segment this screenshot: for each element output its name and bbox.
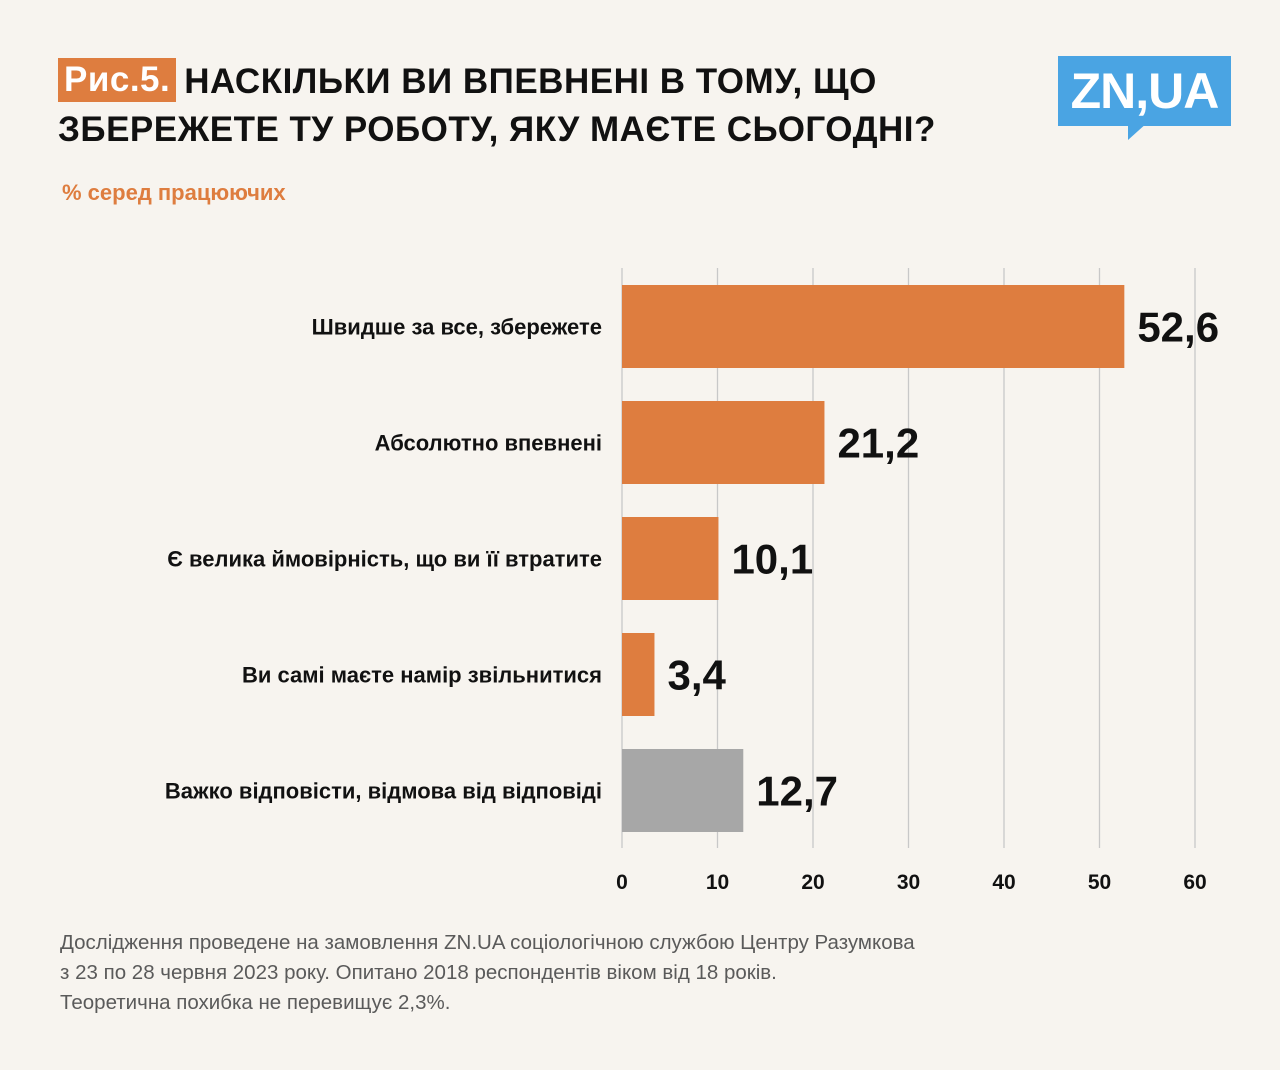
category-label: Є велика ймовірність, що ви її втратите [167,547,602,572]
value-label: 12,7 [756,768,838,815]
title-text-1: НАСКІЛЬКИ ВИ ВПЕВНЕНІ В ТОМУ, ЩО [184,62,877,101]
x-tick-label: 0 [616,871,628,894]
logo-speech-tail [1128,122,1148,140]
zn-ua-logo: ZN,UA [1058,56,1231,140]
bar [622,749,744,832]
value-label: 21,2 [837,420,919,467]
x-tick-label: 60 [1183,871,1206,894]
category-label: Швидше за все, збережете [312,315,602,340]
category-label: Важко відповісти, відмова від відповіді [165,779,602,804]
footer-line-3: Теоретична похибка не перевищує 2,3%. [60,991,451,1014]
x-tick-label: 20 [801,871,824,894]
category-label: Ви самі маєте намір звільнитися [242,663,602,688]
value-label: 52,6 [1137,304,1219,351]
chart-title: Рис.5. НАСКІЛЬКИ ВИ ВПЕВНЕНІ В ТОМУ, ЩО З… [58,58,1058,154]
figure-label: Рис.5. [58,58,177,102]
bar [622,285,1125,368]
x-tick-label: 50 [1088,871,1111,894]
title-line-1: Рис.5. НАСКІЛЬКИ ВИ ВПЕВНЕНІ В ТОМУ, ЩО [58,58,1058,106]
logo-text: ZN,UA [1058,56,1231,126]
methodology-note: Дослідження проведене на замовлення ZN.U… [60,928,1220,1018]
footer-line-1: Дослідження проведене на замовлення ZN.U… [60,931,915,954]
category-label: Абсолютно впевнені [375,431,602,456]
chart-subtitle: % серед працюючих [62,180,286,205]
value-label: 10,1 [731,536,813,583]
bar [622,517,719,600]
bar [622,401,825,484]
footer-line-2: з 23 по 28 червня 2023 року. Опитано 201… [60,961,777,984]
x-tick-label: 30 [897,871,920,894]
bar [622,633,655,716]
title-line-2: ЗБЕРЕЖЕТЕ ТУ РОБОТУ, ЯКУ МАЄТЕ СЬОГОДНІ? [58,110,936,149]
x-tick-label: 40 [992,871,1015,894]
value-label: 3,4 [667,652,726,699]
x-tick-label: 10 [706,871,729,894]
